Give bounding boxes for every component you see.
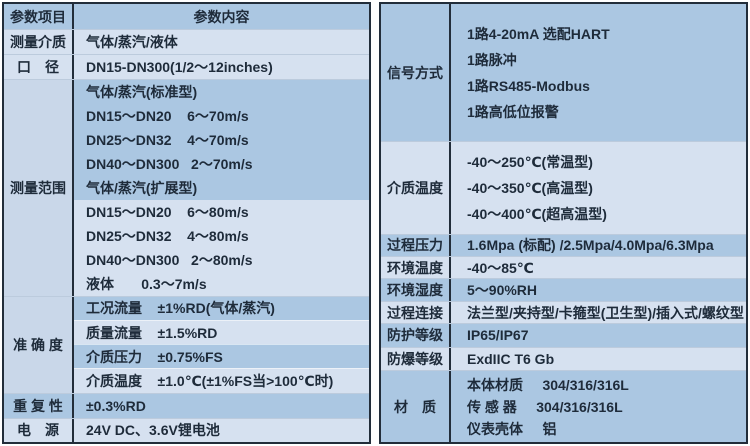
material-line: 仪表壳体 铝 bbox=[467, 420, 557, 437]
row-measuring-medium: 测量介质 气体/蒸汽/液体 bbox=[4, 29, 369, 55]
row-measuring-range: 测量范围 气体/蒸汽(标准型) DN15～DN20 6～70m/s DN25～D… bbox=[4, 79, 369, 296]
material-lines: 本体材质 304/316/316L 传 感 器 304/316/316L 仪表壳… bbox=[451, 371, 746, 442]
header-content-label: 参数内容 bbox=[193, 8, 250, 25]
row-label: 防护等级 bbox=[381, 324, 451, 347]
signal-line: 1路高低位报警 bbox=[467, 103, 559, 120]
row-label: 防爆等级 bbox=[381, 347, 451, 370]
row-label: 口 径 bbox=[4, 55, 74, 80]
row-label: 电 源 bbox=[4, 418, 74, 442]
row-explosion-rating: 防爆等级 ExdIIC T6 Gb bbox=[381, 346, 746, 370]
row-value: DN15-DN300(1/2～12inches) bbox=[86, 59, 273, 76]
range-line: DN25～DN32 4～80m/s bbox=[74, 224, 369, 248]
accuracy-line: 介质温度 ±1.0℃(±1%FS当>100℃时) bbox=[74, 368, 369, 393]
row-label: 环境温度 bbox=[381, 257, 451, 279]
row-power: 电 源 24V DC、3.6V锂电池 bbox=[4, 417, 369, 442]
row-accuracy: 准 确 度 工况流量 ±1%RD(气体/蒸汽) 质量流量 ±1.5%RD 介质压… bbox=[4, 295, 369, 393]
row-value: IP65/IP67 bbox=[467, 327, 529, 344]
row-value: 24V DC、3.6V锂电池 bbox=[86, 422, 220, 439]
header-param-label: 参数项目 bbox=[4, 4, 74, 30]
row-label: 介质温度 bbox=[381, 142, 451, 234]
row-value: ±0.3%RD bbox=[86, 397, 146, 414]
accuracy-line: 质量流量 ±1.5%RD bbox=[74, 320, 369, 345]
row-label: 过程连接 bbox=[381, 301, 451, 324]
accuracy-line: 工况流量 ±1%RD(气体/蒸汽) bbox=[74, 296, 369, 321]
row-label: 准 确 度 bbox=[4, 296, 74, 393]
row-repeatability: 重 复 性 ±0.3%RD bbox=[4, 392, 369, 418]
row-signal-type: 信号方式 1路4-20mA 选配HART 1路脉冲 1路RS485-Modbus… bbox=[381, 4, 746, 142]
medium-temperature-lines: -40～250℃(常温型) -40～350℃(高温型) -40～400℃(超高温… bbox=[451, 142, 746, 233]
row-value: 1.6Mpa (标配) /2.5Mpa/4.0Mpa/6.3Mpa bbox=[467, 237, 714, 254]
temperature-line: -40～350℃(高温型) bbox=[467, 179, 593, 196]
right-spec-table: 信号方式 1路4-20mA 选配HART 1路脉冲 1路RS485-Modbus… bbox=[379, 2, 748, 444]
material-line: 传 感 器 304/316/316L bbox=[467, 398, 623, 415]
signal-line: 1路RS485-Modbus bbox=[467, 77, 590, 94]
signal-lines: 1路4-20mA 选配HART 1路脉冲 1路RS485-Modbus 1路高低… bbox=[451, 4, 746, 141]
row-value: -40～85℃ bbox=[467, 259, 534, 276]
row-ambient-humidity: 环境湿度 5～90%RH bbox=[381, 278, 746, 301]
measuring-range-lines: 气体/蒸汽(标准型) DN15～DN20 6～70m/s DN25～DN32 4… bbox=[74, 80, 369, 296]
signal-line: 1路4-20mA 选配HART bbox=[467, 25, 610, 42]
row-process-pressure: 过程压力 1.6Mpa (标配) /2.5Mpa/4.0Mpa/6.3Mpa bbox=[381, 233, 746, 257]
range-line: DN40～DN300 2～70m/s bbox=[74, 152, 369, 177]
temperature-line: -40～400℃(超高温型) bbox=[467, 205, 607, 222]
row-label: 材 质 bbox=[381, 371, 451, 442]
range-line: DN15～DN20 6～70m/s bbox=[74, 104, 369, 129]
material-line: 本体材质 304/316/316L bbox=[467, 376, 629, 393]
range-line: DN25～DN32 4～70m/s bbox=[74, 128, 369, 153]
row-ambient-temperature: 环境温度 -40～85℃ bbox=[381, 256, 746, 279]
row-diameter: 口 径 DN15-DN300(1/2～12inches) bbox=[4, 54, 369, 80]
table-header-row: 参数项目 参数内容 bbox=[4, 4, 369, 30]
row-value: 气体/蒸汽/液体 bbox=[86, 34, 178, 51]
row-value: ExdIIC T6 Gb bbox=[467, 350, 555, 367]
accuracy-lines: 工况流量 ±1%RD(气体/蒸汽) 质量流量 ±1.5%RD 介质压力 ±0.7… bbox=[74, 296, 369, 393]
range-line: 液体 0.3～7m/s bbox=[74, 271, 369, 296]
accuracy-line: 介质压力 ±0.75%FS bbox=[74, 344, 369, 369]
left-spec-table: 参数项目 参数内容 测量介质 气体/蒸汽/液体 口 径 DN15-DN300(1… bbox=[2, 2, 371, 444]
range-line: DN15～DN20 6～80m/s bbox=[74, 200, 369, 225]
range-line: 气体/蒸汽(标准型) bbox=[74, 80, 369, 105]
range-line: 气体/蒸汽(扩展型) bbox=[74, 176, 369, 201]
row-protection-rating: 防护等级 IP65/IP67 bbox=[381, 323, 746, 347]
row-label: 环境湿度 bbox=[381, 279, 451, 301]
row-label: 信号方式 bbox=[381, 4, 451, 142]
row-medium-temperature: 介质温度 -40～250℃(常温型) -40～350℃(高温型) -40～400… bbox=[381, 141, 746, 234]
row-value: 5～90%RH bbox=[467, 282, 538, 299]
row-value: 法兰型/夹持型/卡箍型(卫生型)/插入式/螺纹型 bbox=[467, 304, 744, 321]
row-label: 测量介质 bbox=[4, 30, 74, 55]
temperature-line: -40～250℃(常温型) bbox=[467, 153, 593, 170]
row-label: 重 复 性 bbox=[4, 393, 74, 418]
row-label: 测量范围 bbox=[4, 80, 74, 296]
signal-line: 1路脉冲 bbox=[467, 51, 517, 68]
row-label: 过程压力 bbox=[381, 234, 451, 257]
range-line: DN40～DN300 2～80m/s bbox=[74, 247, 369, 272]
row-material: 材 质 本体材质 304/316/316L 传 感 器 304/316/316L… bbox=[381, 370, 746, 442]
row-process-connection: 过程连接 法兰型/夹持型/卡箍型(卫生型)/插入式/螺纹型 bbox=[381, 300, 746, 324]
